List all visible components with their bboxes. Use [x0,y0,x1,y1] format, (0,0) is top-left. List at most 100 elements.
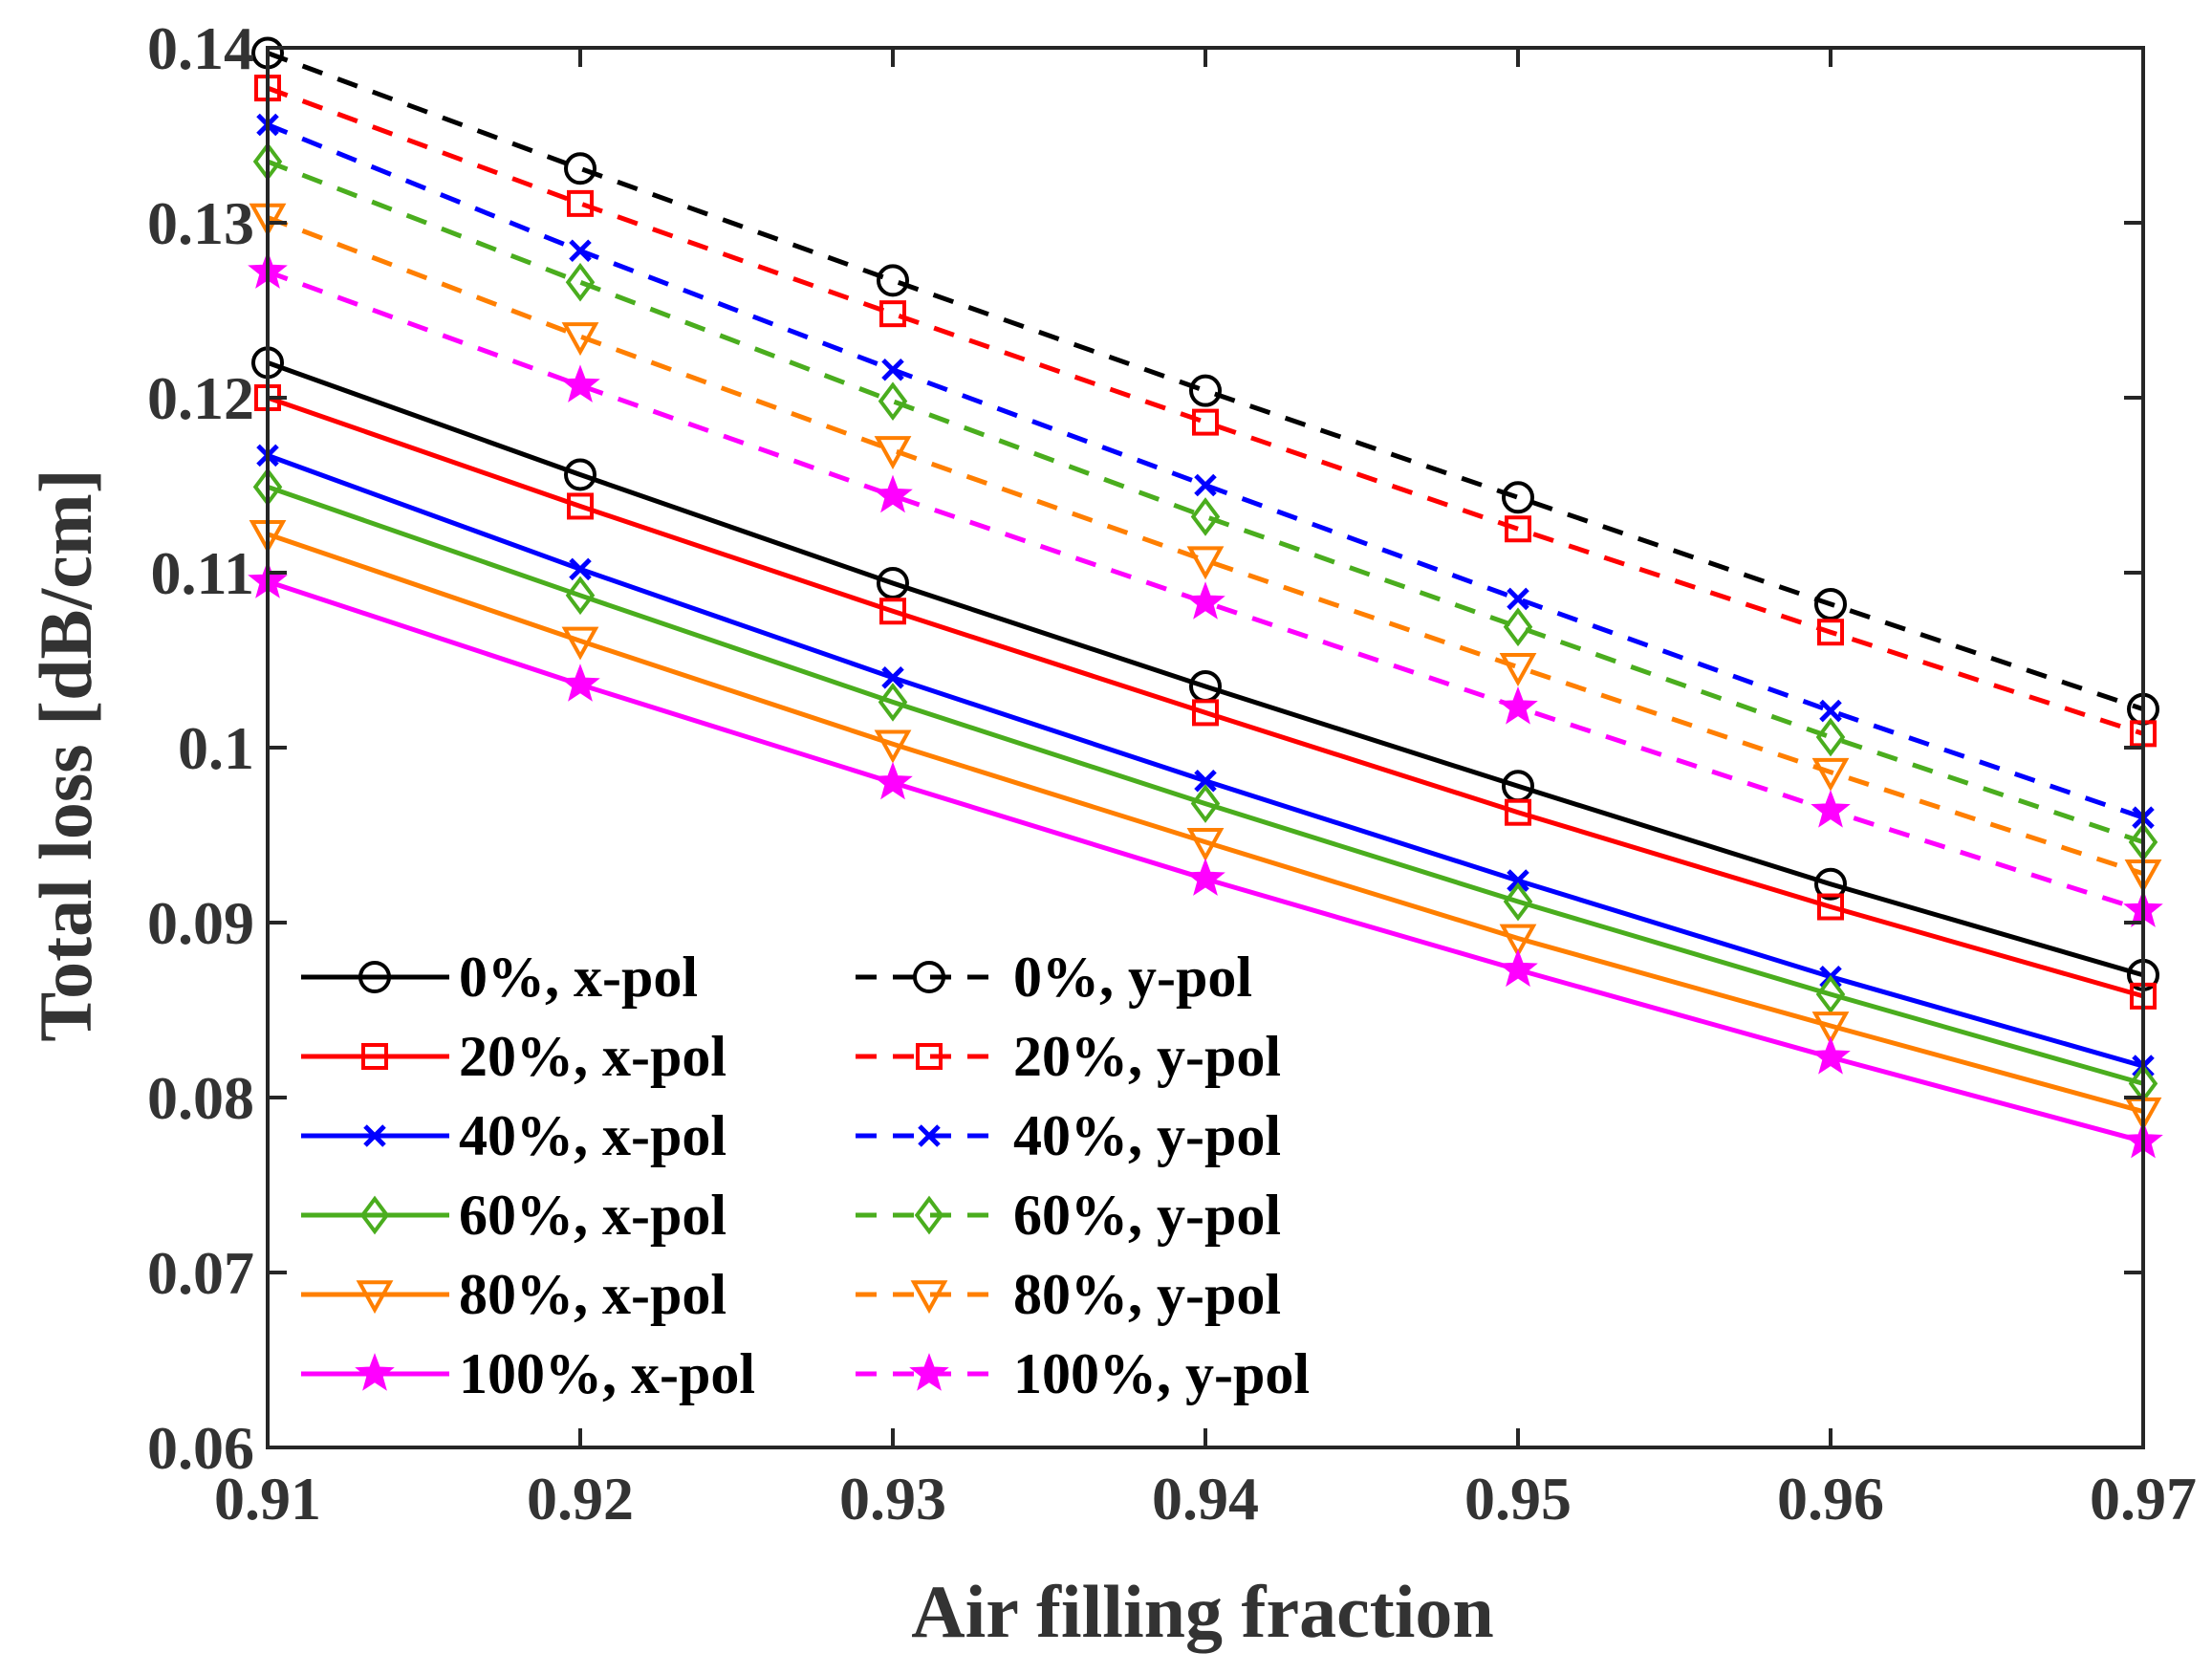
data-point [569,557,592,581]
data-point [873,474,913,513]
data-point [1814,587,1847,620]
series-line [267,85,2144,736]
data-point [1505,515,1531,543]
data-point [1502,481,1534,514]
legend-marker [358,961,391,993]
data-point [878,381,908,421]
data-point [565,576,596,616]
data-point [1507,869,1529,892]
series-line [267,51,2144,712]
y-tick-label: 0.12 [147,364,254,432]
legend-marker [916,1043,943,1070]
data-point [1192,699,1219,727]
legend-label: 40%, x-pol [459,1104,726,1167]
legend-entry: 40%, y-pol [856,1104,1281,1167]
data-point [1189,374,1222,407]
legend-marker [361,1043,388,1070]
data-point [877,264,909,297]
data-point [1817,893,1844,921]
data-point [564,458,596,491]
data-point [1185,581,1225,620]
data-point [1186,828,1225,861]
series-line [267,532,2144,1115]
data-point [874,436,912,470]
data-point [878,683,908,722]
legend-entry: 0%, x-pol [301,946,698,1009]
legend-entry: 0%, y-pol [856,946,1252,1009]
legend-entry: 20%, x-pol [301,1025,726,1088]
data-point [1190,784,1221,823]
data-point [567,189,594,217]
data-point [1185,858,1225,896]
data-point [1499,924,1537,958]
data-point [1194,473,1217,497]
data-point [1811,757,1850,792]
legend-label: 0%, x-pol [459,946,698,1009]
series-line [267,395,2144,999]
legend: 0%, x-pol 20%, x-pol 40%, x-pol 60%, x-pol 8… [301,946,1310,1405]
data-point [1811,1036,1851,1075]
legend-marker [913,961,945,993]
data-point [1499,653,1537,686]
data-point [874,729,912,764]
legend-label: 0%, y-pol [1013,946,1252,1009]
series-9 [256,113,2155,829]
data-point [1192,408,1219,436]
legend-entry: 60%, y-pol [856,1184,1281,1247]
data-point [561,322,599,357]
legend-label: 20%, y-pol [1013,1025,1281,1088]
series-line [267,484,2144,1086]
legend-label: 100%, x-pol [459,1342,755,1405]
legend-entry: 100%, y-pol [856,1342,1310,1405]
x-tick-label: 0.91 [214,1465,321,1533]
data-point [1186,546,1225,580]
data-point [1194,770,1217,793]
series-line [267,215,2144,877]
data-point [879,598,906,625]
data-point [1190,497,1221,536]
data-point [1498,948,1538,988]
legend-entry: 60%, x-pol [301,1184,726,1247]
legend-marker [910,1280,948,1315]
x-tick-label: 0.94 [1152,1465,1259,1533]
legend-entry: 100%, x-pol [301,1342,755,1405]
data-point [1815,974,1846,1014]
legend-entry: 20%, y-pol [856,1025,1281,1088]
data-point [1507,587,1529,611]
legend-label: 80%, x-pol [459,1263,726,1326]
data-point [879,300,906,328]
legend-marker [909,1353,949,1391]
data-point [1505,798,1531,826]
y-tick-label: 0.07 [147,1239,254,1307]
data-point [564,152,596,185]
x-tick-label: 0.96 [1777,1465,1884,1533]
data-point [1811,1012,1850,1046]
legend-label: 60%, y-pol [1013,1184,1281,1247]
series-7 [251,36,2159,726]
data-point [1503,607,1533,647]
legend-marker [359,1195,390,1235]
series-line [267,360,2144,978]
data-point [1819,699,1842,723]
data-point [881,358,904,381]
data-point [877,566,909,599]
data-point [565,262,596,302]
x-axis-title: Air filling fraction [911,1570,1494,1653]
legend-label: 80%, y-pol [1013,1263,1281,1326]
legend-label: 20%, x-pol [459,1025,726,1088]
data-point [881,666,904,689]
data-point [1811,790,1851,828]
legend-entry: 40%, x-pol [301,1104,726,1167]
legend-label: 60%, x-pol [459,1184,726,1247]
data-point [873,761,913,800]
data-point [560,663,600,702]
x-tick-label: 0.92 [527,1465,634,1533]
y-tick-label: 0.06 [147,1414,254,1482]
data-point [1498,686,1538,725]
data-point [560,364,600,402]
y-tick-label: 0.09 [147,889,254,957]
y-tick-label: 0.13 [147,189,254,257]
data-point [1503,881,1533,922]
